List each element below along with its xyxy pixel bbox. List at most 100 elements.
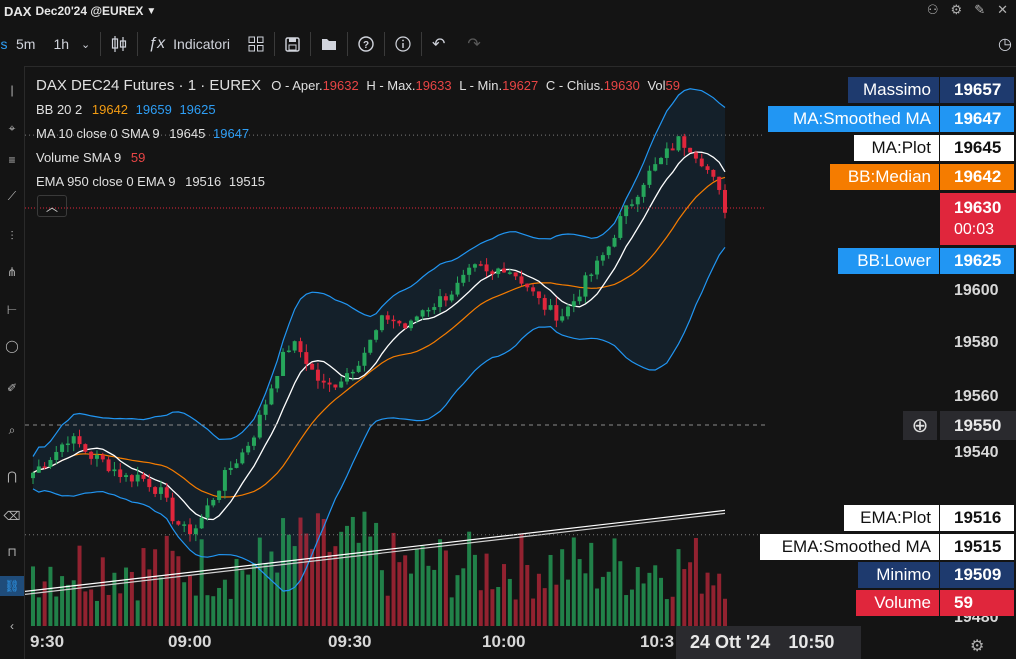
collapse-icon[interactable]: |: [10, 83, 14, 97]
price-tag: BB:Lower 19625: [838, 248, 1014, 274]
folder-icon[interactable]: [321, 22, 337, 66]
axis-settings-icon[interactable]: ⚙: [970, 638, 985, 655]
legend-bb-label: BB 20 2: [36, 102, 83, 117]
candle-body: [286, 350, 291, 353]
candle-body: [158, 487, 163, 494]
volume-bar: [583, 573, 588, 626]
price-tag-name: Volume: [856, 590, 939, 616]
link-drawing-icon[interactable]: ⛓: [0, 576, 24, 596]
volume-bar: [135, 600, 140, 626]
candle-body: [379, 315, 384, 331]
function-icon[interactable]: ƒx: [148, 35, 166, 52]
candle-body: [571, 301, 576, 307]
volume-bar: [606, 571, 611, 626]
candle-body: [54, 451, 59, 460]
legend-ma-label: MA 10 close 0 SMA 9: [36, 126, 160, 141]
candle-body: [182, 524, 187, 526]
crosshair-time: 10:50: [788, 632, 835, 652]
zoom-icon[interactable]: ⌕: [8, 422, 16, 437]
save-icon[interactable]: [285, 22, 300, 66]
volume-bar: [60, 576, 65, 626]
channel-icon[interactable]: ⫶: [10, 228, 14, 243]
candle-body: [536, 291, 541, 299]
candle-body: [205, 505, 210, 518]
legend-ma[interactable]: MA 10 close 0 SMA 9 19645 19647: [36, 126, 249, 141]
legend-vol-label: Vol: [647, 78, 666, 93]
candle-body: [362, 352, 367, 366]
volume-bar: [310, 548, 315, 626]
chevron-left-icon[interactable]: ‹: [10, 619, 14, 633]
candle-body: [560, 316, 565, 321]
candlestick-icon[interactable]: [111, 22, 127, 66]
info-icon[interactable]: [395, 22, 411, 66]
legend-ema[interactable]: EMA 950 close 0 EMA 9 19516 19515: [36, 174, 265, 189]
fib-icon[interactable]: ⊢: [6, 303, 18, 317]
candle-body: [426, 309, 431, 312]
chevron-down-icon[interactable]: ⌄: [81, 38, 91, 51]
volume-bar: [670, 596, 675, 626]
candle-body: [699, 158, 704, 167]
magnet-icon[interactable]: ⋂: [7, 469, 17, 483]
interval-5m-button[interactable]: 5m: [16, 36, 36, 52]
price-chart[interactable]: [25, 66, 765, 626]
crosshair-time-label: 24 Ott '24 10:50: [676, 626, 861, 659]
undo-icon[interactable]: ↶: [431, 36, 446, 53]
candle-body: [438, 296, 443, 308]
settings-icon[interactable]: ⚙: [950, 2, 963, 17]
price-tag-name: EMA:Plot: [844, 505, 939, 531]
candle-body: [129, 475, 134, 482]
volume-bar: [659, 577, 664, 626]
volume-bar: [118, 593, 123, 626]
bar-countdown: 00:03: [954, 221, 995, 238]
legend-bb[interactable]: BB 20 2 19642 19659 19625: [36, 102, 216, 117]
legend-collapse-button[interactable]: ︿: [37, 195, 67, 217]
clock-icon[interactable]: ◷: [998, 36, 1012, 53]
help-icon[interactable]: ?: [358, 22, 374, 66]
indicators-button[interactable]: Indicatori: [173, 36, 230, 52]
volume-bar: [193, 595, 198, 626]
ruler-icon[interactable]: ✐: [6, 381, 18, 395]
volume-bar: [496, 586, 501, 626]
interval-1h-button[interactable]: 1h: [53, 36, 70, 52]
price-tick: 19580: [954, 334, 999, 351]
layout-grid-icon[interactable]: [248, 22, 264, 66]
crosshair-date: 24 Ott '24: [690, 632, 771, 652]
candle-body: [478, 264, 483, 266]
shapes-icon[interactable]: ◯: [5, 339, 19, 353]
volume-bar: [251, 563, 256, 626]
candle-body: [420, 310, 425, 317]
eraser-icon[interactable]: ⌫: [3, 509, 21, 523]
link-icon[interactable]: ⚇: [926, 2, 939, 17]
volume-bar: [71, 580, 76, 626]
redo-icon[interactable]: ↷: [467, 36, 481, 53]
volume-bar: [304, 533, 309, 626]
legend-volume-sma[interactable]: Volume SMA 9 59: [36, 150, 145, 165]
legend-bb-median: 19642: [91, 102, 129, 117]
close-icon[interactable]: ✕: [997, 2, 1008, 17]
price-tag-value: 19645: [940, 135, 1014, 161]
volume-bar: [536, 573, 541, 626]
lock-icon[interactable]: ⊓: [7, 545, 17, 559]
price-tag-value: 19509: [940, 562, 1014, 588]
volume-bar: [420, 546, 425, 626]
price-tag: MA:Plot 19645: [854, 135, 1014, 161]
pitchfork-icon[interactable]: ⋔: [6, 265, 18, 279]
pin-icon[interactable]: ✎: [974, 2, 986, 17]
cursor-icon[interactable]: ⌖: [8, 120, 16, 135]
candle-body: [577, 296, 582, 302]
candle-body: [443, 296, 448, 301]
candle-body: [385, 315, 390, 320]
chevron-down-icon[interactable]: ▼: [146, 5, 157, 17]
candle-body: [612, 237, 617, 247]
add-alert-button[interactable]: ⊕: [903, 411, 937, 440]
volume-bar: [449, 597, 454, 626]
candle-body: [629, 204, 634, 206]
trend-line-icon[interactable]: ⟋: [7, 188, 17, 203]
candle-body: [408, 320, 413, 329]
volume-bar: [275, 572, 280, 626]
volume-bar: [513, 599, 518, 626]
candle-body: [519, 276, 524, 284]
volume-bar: [158, 577, 163, 626]
price-tag: BB:Median 19642: [830, 164, 1014, 190]
lines-icon[interactable]: ≡: [8, 153, 16, 167]
